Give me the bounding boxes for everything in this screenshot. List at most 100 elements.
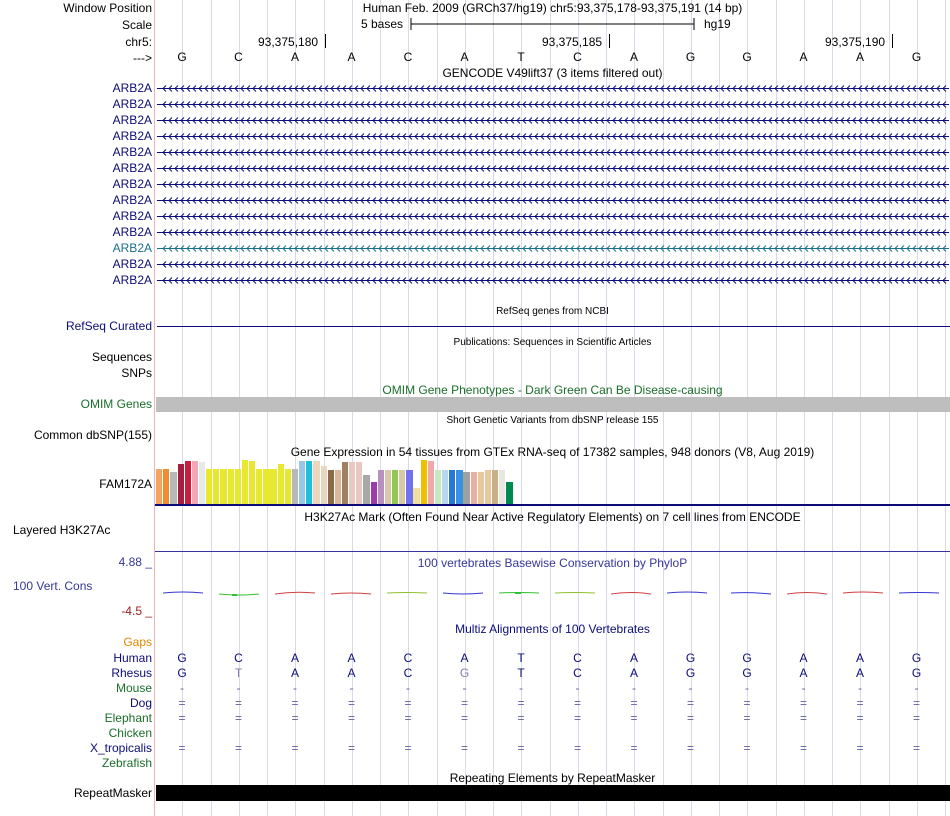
gtex-tissue-bar[interactable] xyxy=(256,469,263,504)
gtex-tissue-bar[interactable] xyxy=(263,469,270,504)
gtex-tissue-bar[interactable] xyxy=(341,462,349,504)
gencode-gene-label[interactable]: ARB2A xyxy=(112,161,152,175)
species-label[interactable]: Elephant xyxy=(104,711,152,725)
gtex-tissue-bar[interactable] xyxy=(427,461,434,504)
gtex-tissue-bar[interactable] xyxy=(449,470,456,504)
gencode-gene-label[interactable]: ARB2A xyxy=(112,97,152,111)
h3k27ac-label[interactable]: Layered H3K27Ac xyxy=(13,523,111,537)
gtex-tissue-bar[interactable] xyxy=(234,469,241,504)
species-label[interactable]: Rhesus xyxy=(111,666,152,680)
gtex-tissue-bar[interactable] xyxy=(277,464,284,504)
gtex-tissue-bar[interactable] xyxy=(406,470,413,504)
species-label[interactable]: Zebrafish xyxy=(101,756,152,770)
gtex-tissue-bar[interactable] xyxy=(334,470,342,504)
species-label[interactable]: X_tropicalis xyxy=(89,741,152,755)
repeatmasker-label[interactable]: RepeatMasker xyxy=(73,786,152,800)
gencode-gene-track[interactable] xyxy=(157,100,949,109)
gencode-gene-track[interactable] xyxy=(157,196,949,205)
gtex-tissue-bar[interactable] xyxy=(399,470,406,504)
gtex-tissue-bar[interactable] xyxy=(284,469,291,504)
gtex-tissue-bar[interactable] xyxy=(206,469,213,504)
gtex-chart[interactable] xyxy=(155,460,950,506)
gencode-gene-label[interactable]: ARB2A xyxy=(112,257,152,271)
species-label[interactable]: Dog xyxy=(129,696,152,710)
gtex-tissue-bar[interactable] xyxy=(356,462,363,504)
repeatmasker-feature[interactable] xyxy=(156,785,950,801)
refseq-gene-line[interactable] xyxy=(157,326,950,327)
gtex-tissue-bar[interactable] xyxy=(470,472,477,504)
gtex-tissue-bar[interactable] xyxy=(213,469,220,504)
gencode-gene-track[interactable] xyxy=(157,148,949,157)
gencode-gene-label[interactable]: ARB2A xyxy=(112,193,152,207)
omim-feature[interactable] xyxy=(156,397,950,412)
gtex-tissue-bar[interactable] xyxy=(291,469,299,504)
gtex-tissue-bar[interactable] xyxy=(492,470,499,504)
gencode-gene-label[interactable]: ARB2A xyxy=(112,129,152,143)
gtex-tissue-bar[interactable] xyxy=(349,462,356,504)
gtex-tissue-bar[interactable] xyxy=(363,475,370,504)
strand-arrow xyxy=(462,101,467,108)
gtex-tissue-bar[interactable] xyxy=(327,470,334,504)
gencode-gene-track[interactable] xyxy=(157,276,949,285)
species-label[interactable]: Human xyxy=(113,651,152,665)
gtex-tissue-bar[interactable] xyxy=(156,469,163,504)
gtex-tissue-bar[interactable] xyxy=(442,470,449,504)
gencode-gene-track[interactable] xyxy=(157,132,949,141)
gtex-tissue-bar[interactable] xyxy=(420,460,427,504)
gtex-tissue-bar[interactable] xyxy=(506,482,513,504)
track-image[interactable]: Human Feb. 2009 (GRCh37/hg19) chr5:93,37… xyxy=(155,0,950,816)
gtex-tissue-bar[interactable] xyxy=(320,466,327,504)
gtex-tissue-bar[interactable] xyxy=(220,469,227,504)
gencode-gene-track[interactable] xyxy=(157,212,949,221)
phylop-wiggle[interactable] xyxy=(155,585,950,605)
omim-label[interactable]: OMIM Genes xyxy=(80,397,152,411)
gtex-tissue-bar[interactable] xyxy=(392,470,399,504)
gencode-gene-track[interactable] xyxy=(157,164,949,173)
sequences-label[interactable]: Sequences xyxy=(91,350,152,364)
gtex-tissue-bar[interactable] xyxy=(241,460,249,504)
gencode-gene-label[interactable]: ARB2A xyxy=(112,225,152,239)
refseq-label[interactable]: RefSeq Curated xyxy=(65,319,152,333)
gtex-tissue-bar[interactable] xyxy=(477,472,485,504)
gtex-tissue-bar[interactable] xyxy=(227,469,234,504)
gtex-tissue-bar[interactable] xyxy=(377,470,384,504)
gencode-gene-label[interactable]: ARB2A xyxy=(112,209,152,223)
gtex-tissue-bar[interactable] xyxy=(384,470,392,504)
gencode-gene-track[interactable] xyxy=(157,244,949,253)
gencode-gene-label[interactable]: ARB2A xyxy=(112,81,152,95)
snps-label[interactable]: SNPs xyxy=(121,366,152,380)
gtex-tissue-bar[interactable] xyxy=(499,470,506,504)
dbsnp-label[interactable]: Common dbSNP(155) xyxy=(33,428,152,442)
gtex-tissue-bar[interactable] xyxy=(198,462,206,504)
gencode-gene-label[interactable]: ARB2A xyxy=(112,145,152,159)
gtex-tissue-bar[interactable] xyxy=(463,472,470,504)
species-label[interactable]: Chicken xyxy=(108,726,152,740)
gencode-gene-track[interactable] xyxy=(157,116,949,125)
gtex-tissue-bar[interactable] xyxy=(170,472,177,504)
gtex-tissue-bar[interactable] xyxy=(484,470,492,504)
gencode-gene-track[interactable] xyxy=(157,84,949,93)
gencode-gene-track[interactable] xyxy=(157,260,949,269)
gencode-gene-track[interactable] xyxy=(157,228,949,237)
gencode-gene-track[interactable] xyxy=(157,180,949,189)
phylop-label[interactable]: 100 Vert. Cons xyxy=(13,579,93,593)
gtex-tissue-bar[interactable] xyxy=(191,461,199,504)
gtex-tissue-bar[interactable] xyxy=(313,461,320,504)
gtex-tissue-bar[interactable] xyxy=(270,469,277,504)
gencode-gene-label[interactable]: ARB2A xyxy=(112,113,152,127)
gencode-gene-label[interactable]: ARB2A xyxy=(112,177,152,191)
gtex-tissue-bar[interactable] xyxy=(370,482,377,504)
gtex-tissue-bar[interactable] xyxy=(456,470,463,504)
gtex-label[interactable]: FAM172A xyxy=(99,477,152,491)
gtex-tissue-bar[interactable] xyxy=(413,488,420,504)
gtex-tissue-bar[interactable] xyxy=(434,470,442,504)
gtex-tissue-bar[interactable] xyxy=(184,461,191,504)
gtex-tissue-bar[interactable] xyxy=(306,461,313,504)
gtex-tissue-bar[interactable] xyxy=(177,464,184,504)
gencode-gene-label[interactable]: ARB2A xyxy=(112,273,152,287)
gencode-gene-label[interactable]: ARB2A xyxy=(112,241,152,255)
species-label[interactable]: Mouse xyxy=(115,681,152,695)
gtex-tissue-bar[interactable] xyxy=(299,461,306,504)
gtex-tissue-bar[interactable] xyxy=(249,461,256,504)
gtex-tissue-bar[interactable] xyxy=(163,469,170,504)
